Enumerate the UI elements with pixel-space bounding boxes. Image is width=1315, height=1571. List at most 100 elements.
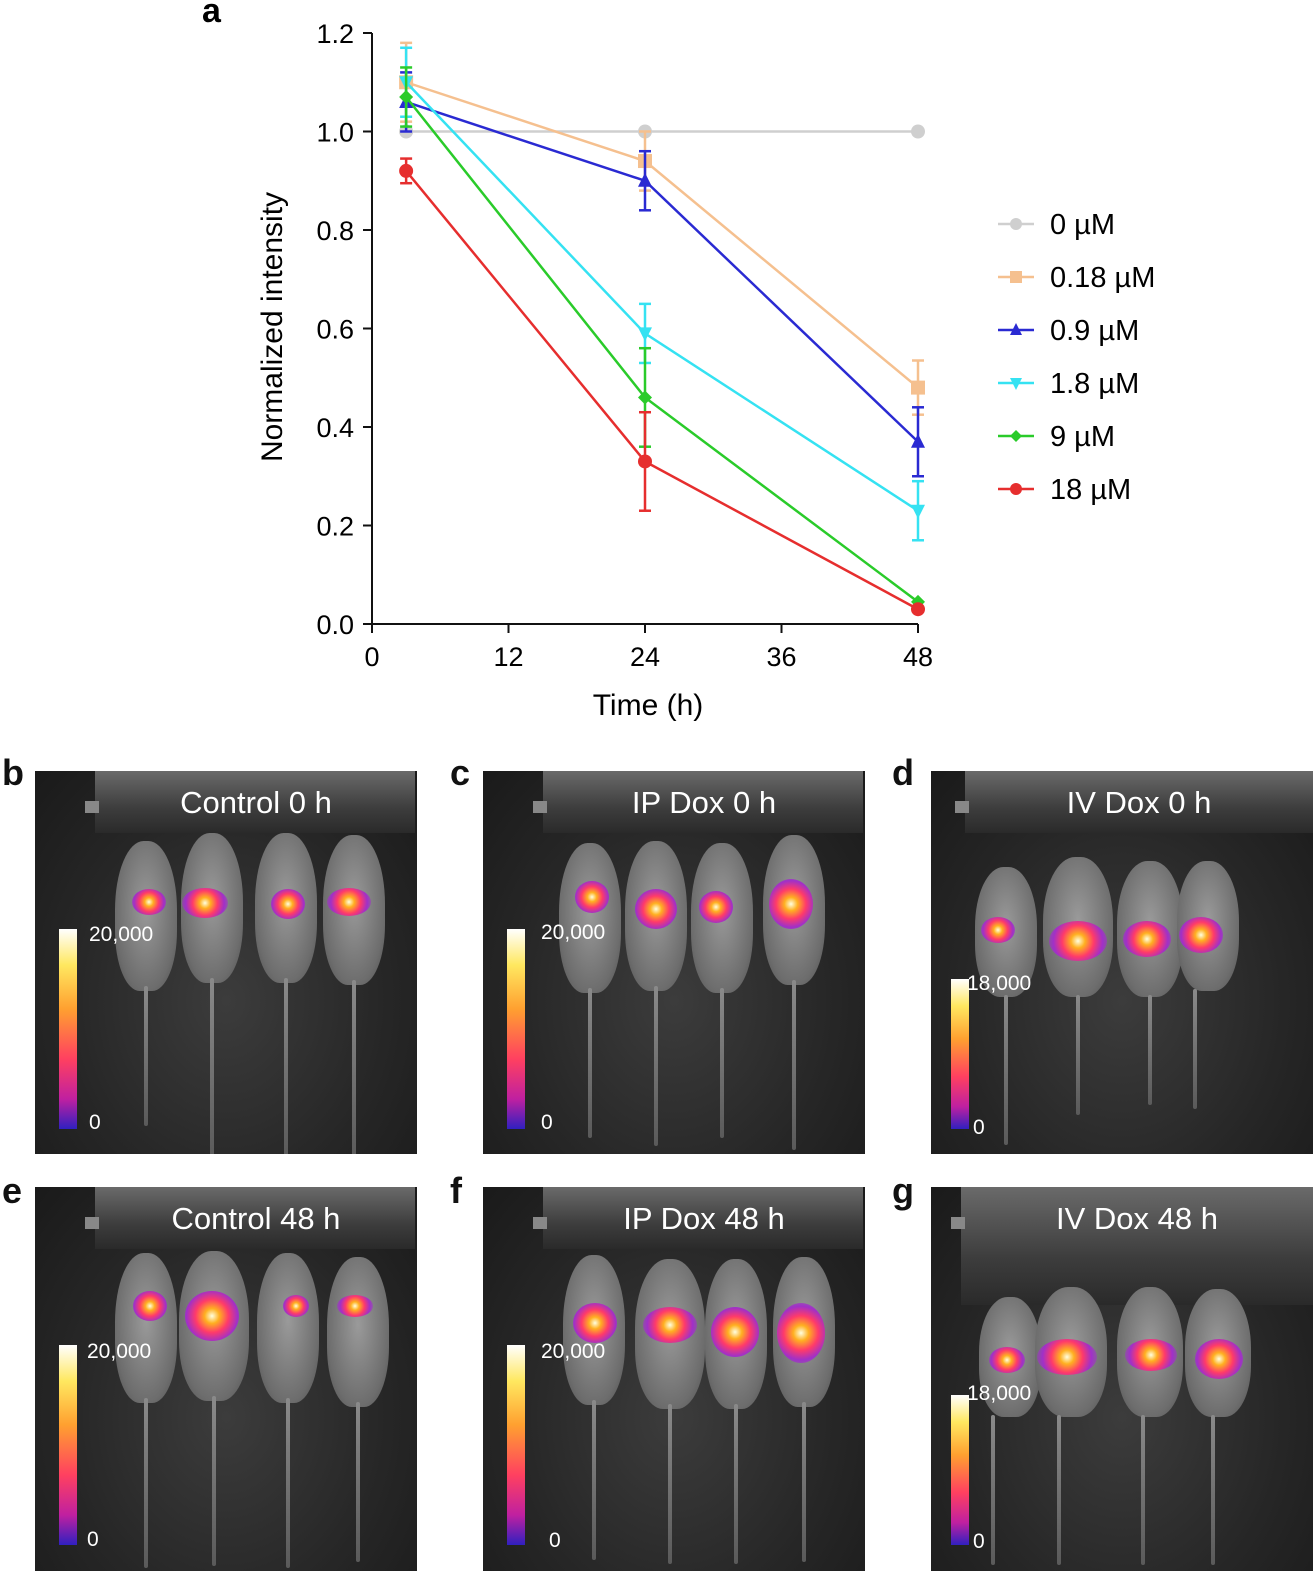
scale-min-label: 0 bbox=[549, 1529, 561, 1552]
signal-spot bbox=[182, 888, 228, 918]
color-scale-bar bbox=[59, 1345, 77, 1545]
mouse-tail bbox=[734, 1404, 738, 1564]
y-tick-label: 0.0 bbox=[316, 610, 354, 640]
mounting-plate bbox=[955, 771, 1313, 833]
x-tick-label: 12 bbox=[493, 642, 523, 672]
panel-label-g: g bbox=[892, 1170, 914, 1211]
signal-spot bbox=[133, 1291, 167, 1321]
mouse-tail bbox=[1076, 995, 1080, 1115]
x-tick-label: 0 bbox=[364, 642, 379, 672]
scale-max-label: 20,000 bbox=[541, 921, 606, 944]
scale-min-label: 0 bbox=[87, 1528, 99, 1551]
mouse-tail bbox=[802, 1402, 806, 1562]
legend-entry: 9 µM bbox=[998, 421, 1115, 453]
panel-title: Control 48 h bbox=[171, 1201, 341, 1236]
mouse-body bbox=[115, 1253, 177, 1403]
panel-control-48h: Control 48 h 20,000 0 bbox=[35, 1187, 417, 1571]
panel-ip-dox-48h: IP Dox 48 h 20,000 0 bbox=[483, 1187, 865, 1571]
legend-marker bbox=[1010, 271, 1022, 283]
legend-label: 0.18 µM bbox=[1050, 262, 1155, 294]
legend-marker bbox=[1010, 323, 1022, 335]
scale-min-label: 0 bbox=[973, 1530, 985, 1553]
panel-title: IP Dox 0 h bbox=[631, 785, 777, 820]
signal-spot bbox=[635, 889, 677, 929]
data-point bbox=[638, 327, 652, 342]
mouse-body bbox=[115, 841, 177, 991]
color-scale-bar bbox=[507, 929, 525, 1129]
signal-spot bbox=[1049, 921, 1107, 961]
panel-label-c: c bbox=[450, 752, 471, 793]
x-tick-label: 36 bbox=[766, 642, 796, 672]
signal-spot bbox=[777, 1303, 825, 1363]
legend-label: 9 µM bbox=[1050, 421, 1115, 453]
scale-max-label: 20,000 bbox=[89, 923, 154, 946]
y-tick-label: 0.6 bbox=[316, 315, 354, 345]
signal-spot bbox=[283, 1295, 309, 1317]
mouse-tail bbox=[144, 1398, 148, 1568]
signal-spot bbox=[1037, 1339, 1097, 1375]
mounting-plate bbox=[533, 1187, 863, 1249]
legend-marker bbox=[1010, 430, 1022, 442]
mouse-tail bbox=[1141, 1415, 1145, 1565]
line-chart: a 0 12 24 36 48 0.0 0.2 0.4 0.6 0.8 1.0 1.2 0 µM 0.1… bbox=[202, 0, 1155, 722]
signal-spot bbox=[699, 891, 733, 923]
data-point bbox=[911, 433, 925, 448]
mouse-body bbox=[327, 1257, 389, 1407]
y-tick-label: 0.2 bbox=[316, 512, 354, 542]
panel-label-d: d bbox=[892, 752, 914, 793]
color-scale-bar bbox=[951, 979, 969, 1129]
signal-spot bbox=[575, 881, 609, 913]
data-point bbox=[399, 90, 414, 105]
series-4 bbox=[399, 66, 925, 609]
mouse-tail bbox=[144, 986, 148, 1126]
legend-entry: 1.8 µM bbox=[998, 368, 1139, 400]
legend-label: 18 µM bbox=[1050, 474, 1131, 506]
y-tick-label: 1.2 bbox=[316, 19, 354, 49]
scale-max-label: 20,000 bbox=[541, 1340, 606, 1363]
mouse-tail bbox=[286, 1398, 290, 1568]
mouse-tail bbox=[1148, 995, 1152, 1105]
panel-control-0h: Control 0 h 20,000 0 bbox=[35, 771, 417, 1154]
signal-spot bbox=[1125, 1339, 1177, 1371]
mouse-tail bbox=[1057, 1415, 1061, 1565]
scale-min-label: 0 bbox=[541, 1111, 553, 1134]
mouse-tail bbox=[1004, 995, 1008, 1145]
data-point bbox=[638, 172, 652, 187]
series-line bbox=[405, 96, 919, 603]
y-tick-label: 1.0 bbox=[316, 118, 354, 148]
series-3 bbox=[399, 46, 925, 542]
series-line bbox=[405, 100, 919, 443]
legend-label: 0.9 µM bbox=[1050, 315, 1139, 347]
color-scale-bar bbox=[59, 929, 77, 1129]
signal-spot bbox=[573, 1303, 617, 1343]
panel-label-a: a bbox=[202, 0, 222, 30]
legend-entry: 0 µM bbox=[998, 209, 1115, 241]
mouse-tail bbox=[588, 988, 592, 1138]
signal-spot bbox=[1123, 921, 1171, 957]
signal-spot bbox=[185, 1291, 239, 1341]
panel-title: IV Dox 48 h bbox=[1056, 1201, 1218, 1236]
panel-title: IV Dox 0 h bbox=[1066, 785, 1212, 820]
legend-marker bbox=[1010, 378, 1022, 390]
scale-max-label: 20,000 bbox=[87, 1340, 152, 1363]
signal-spot bbox=[337, 1295, 373, 1317]
panel-label-e: e bbox=[2, 1170, 23, 1211]
y-tick-label: 0.4 bbox=[316, 413, 354, 443]
y-axis-label: Normalized intensity bbox=[256, 192, 289, 462]
tick-group: 0 12 24 36 48 0.0 0.2 0.4 0.6 0.8 1.0 1.2 bbox=[316, 19, 933, 672]
legend-label: 0 µM bbox=[1050, 209, 1115, 241]
mounting-plate bbox=[85, 1187, 415, 1249]
mouse-tail bbox=[1193, 989, 1197, 1109]
mounting-plate bbox=[85, 771, 415, 833]
mouse-body bbox=[257, 1253, 319, 1403]
mouse-tail bbox=[991, 1415, 995, 1565]
mouse-tail bbox=[720, 988, 724, 1138]
scale-max-label: 18,000 bbox=[967, 972, 1032, 995]
legend-entry: 0.18 µM bbox=[998, 262, 1155, 294]
mouse-tail bbox=[792, 980, 796, 1150]
series-line bbox=[405, 81, 919, 512]
y-tick-label: 0.8 bbox=[316, 216, 354, 246]
signal-spot bbox=[643, 1307, 697, 1343]
scale-min-label: 0 bbox=[973, 1116, 985, 1139]
legend-marker bbox=[1010, 218, 1022, 230]
